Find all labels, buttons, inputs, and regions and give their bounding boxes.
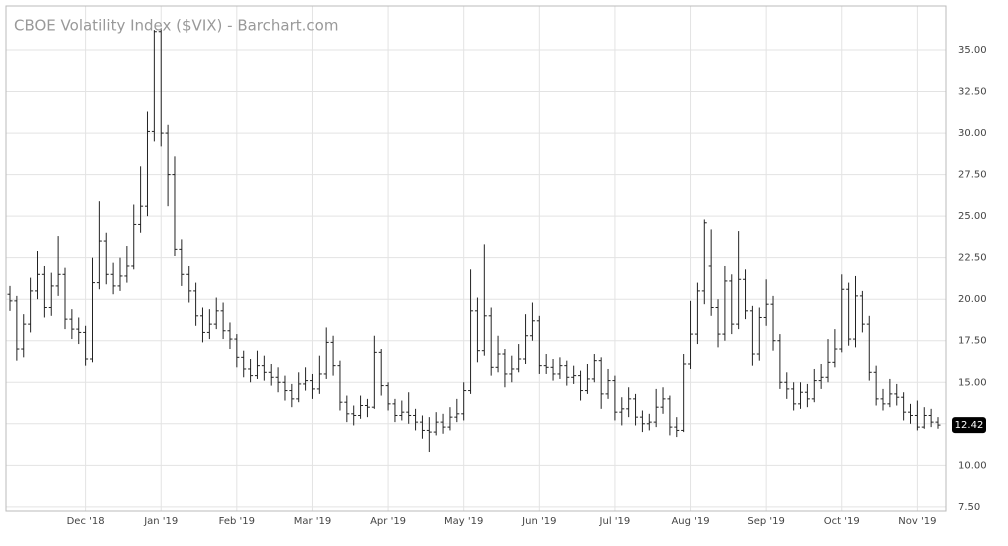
x-tick-label: Aug '19 <box>671 516 709 527</box>
x-tick-label: Apr '19 <box>370 516 406 527</box>
last-price-label: 12.42 <box>955 420 984 431</box>
y-tick-label: 17.50 <box>958 336 987 347</box>
x-tick-label: Feb '19 <box>219 516 255 527</box>
y-tick-label: 27.50 <box>958 170 987 181</box>
y-tick-label: 10.00 <box>958 460 987 471</box>
x-tick-label: Jul '19 <box>599 516 631 527</box>
bars <box>7 28 941 453</box>
last-price-box <box>952 417 986 434</box>
y-tick-label: 32.50 <box>958 87 987 98</box>
y-tick-label: 22.50 <box>958 253 987 264</box>
y-tick-label: 35.00 <box>958 45 987 56</box>
x-tick-label: Jun '19 <box>521 516 556 527</box>
x-tick-label: Oct '19 <box>824 516 860 527</box>
y-tick-label: 20.00 <box>958 294 987 305</box>
y-tick-label: 7.50 <box>958 502 980 513</box>
y-tick-label: 30.00 <box>958 128 987 139</box>
chart-title: CBOE Volatility Index ($VIX) - Barchart.… <box>14 17 338 35</box>
x-tick-label: Mar '19 <box>294 516 332 527</box>
x-tick-label: Sep '19 <box>747 516 785 527</box>
x-tick-label: Dec '18 <box>67 516 105 527</box>
grid <box>6 6 946 511</box>
x-tick-label: Nov '19 <box>898 516 936 527</box>
x-tick-label: May '19 <box>444 516 483 527</box>
y-tick-label: 15.00 <box>958 377 987 388</box>
plot-border <box>5 5 947 512</box>
y-tick-label: 25.00 <box>958 211 987 222</box>
x-tick-label: Jan '19 <box>143 516 178 527</box>
